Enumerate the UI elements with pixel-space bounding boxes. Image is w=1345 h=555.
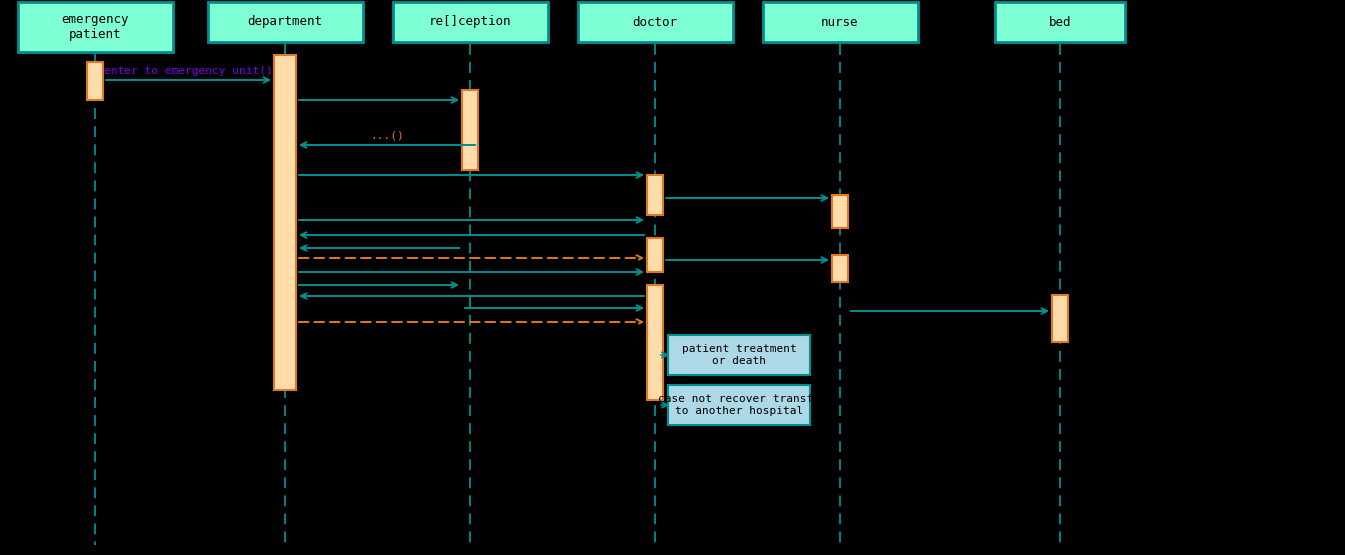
FancyBboxPatch shape (17, 2, 172, 52)
Text: ...(): ...() (370, 131, 404, 141)
FancyBboxPatch shape (274, 55, 296, 390)
FancyBboxPatch shape (577, 2, 733, 42)
FancyBboxPatch shape (763, 2, 917, 42)
FancyBboxPatch shape (833, 255, 847, 282)
FancyBboxPatch shape (833, 195, 847, 228)
Text: nurse: nurse (822, 16, 858, 28)
Text: emergency
patient: emergency patient (62, 13, 129, 41)
FancyBboxPatch shape (1052, 295, 1068, 342)
FancyBboxPatch shape (647, 285, 663, 400)
FancyBboxPatch shape (668, 385, 810, 425)
FancyBboxPatch shape (995, 2, 1124, 42)
Text: patient treatment
or death: patient treatment or death (682, 344, 796, 366)
FancyBboxPatch shape (87, 62, 104, 100)
Text: doctor: doctor (632, 16, 678, 28)
FancyBboxPatch shape (393, 2, 547, 42)
Text: department: department (247, 16, 323, 28)
Text: enter to emergency unit(): enter to emergency unit() (104, 66, 273, 76)
FancyBboxPatch shape (461, 90, 477, 170)
Text: bed: bed (1049, 16, 1071, 28)
FancyBboxPatch shape (207, 2, 363, 42)
FancyBboxPatch shape (668, 335, 810, 375)
Text: re[]ception: re[]ception (429, 16, 511, 28)
FancyBboxPatch shape (647, 238, 663, 272)
FancyBboxPatch shape (647, 175, 663, 215)
Text: case not recover transfe
to another hospital: case not recover transfe to another hosp… (658, 394, 820, 416)
